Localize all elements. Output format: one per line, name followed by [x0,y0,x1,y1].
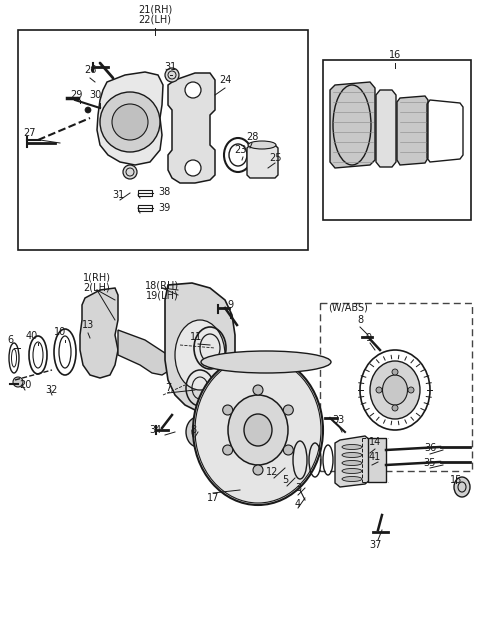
Text: 29: 29 [70,90,82,100]
Text: 28: 28 [246,132,258,142]
Text: 2(LH): 2(LH) [84,283,110,293]
Polygon shape [330,82,375,168]
Text: 17: 17 [207,493,219,503]
Ellipse shape [342,444,362,450]
Ellipse shape [342,468,362,473]
Circle shape [253,385,263,395]
Circle shape [185,82,201,98]
Text: 3: 3 [295,483,301,493]
Ellipse shape [342,460,362,465]
Text: 30: 30 [89,90,101,100]
Text: 26: 26 [84,65,96,75]
Polygon shape [247,145,278,178]
Text: 9: 9 [365,333,371,343]
Circle shape [223,405,233,415]
Circle shape [392,405,398,411]
Bar [320,303,472,471]
Text: 31: 31 [112,190,124,200]
Text: 40: 40 [26,331,38,341]
Text: 35: 35 [424,458,436,468]
Text: 4: 4 [295,499,301,509]
Text: 39: 39 [158,203,170,213]
Text: (W/ABS): (W/ABS) [328,303,368,313]
Circle shape [123,165,137,179]
Text: 14: 14 [369,437,381,447]
Circle shape [392,369,398,375]
Polygon shape [165,283,235,412]
Text: 25: 25 [269,153,281,163]
Text: 19(LH): 19(LH) [145,290,179,300]
Ellipse shape [193,355,323,505]
Text: 8: 8 [357,315,363,325]
Circle shape [185,160,201,176]
Text: 5: 5 [282,475,288,485]
Polygon shape [335,436,370,487]
Text: 23: 23 [234,145,246,155]
Circle shape [283,405,293,415]
Text: 6: 6 [7,335,13,345]
Text: 1(RH): 1(RH) [83,273,111,283]
Ellipse shape [383,375,408,405]
Ellipse shape [248,141,276,149]
Circle shape [283,445,293,455]
Polygon shape [168,73,215,183]
Text: 41: 41 [369,452,381,462]
Text: 8: 8 [190,425,196,435]
Polygon shape [118,330,172,375]
Text: 16: 16 [389,50,401,60]
Ellipse shape [201,351,331,373]
Ellipse shape [175,320,225,390]
Circle shape [112,104,148,140]
Bar [138,190,152,196]
Text: 15: 15 [450,475,462,485]
Ellipse shape [342,452,362,457]
Circle shape [85,107,91,113]
Text: 18(RH): 18(RH) [145,280,179,290]
Text: 9: 9 [227,300,233,310]
Text: 11: 11 [190,332,202,342]
Bar [323,60,471,220]
Text: 10: 10 [54,327,66,337]
Ellipse shape [228,395,288,465]
Text: 34: 34 [149,425,161,435]
Text: 20: 20 [19,380,31,390]
Circle shape [13,377,23,387]
Text: 13: 13 [82,320,94,330]
Text: 22(LH): 22(LH) [139,15,171,25]
Text: 21(RH): 21(RH) [138,5,172,15]
Polygon shape [80,288,118,378]
Polygon shape [397,96,428,165]
Ellipse shape [186,417,210,447]
Bar [138,205,152,211]
Text: 31: 31 [164,62,176,72]
Circle shape [165,68,179,82]
Circle shape [408,387,414,393]
Text: 7: 7 [165,383,171,393]
Text: 12: 12 [266,467,278,477]
Text: 24: 24 [219,75,231,85]
Text: 38: 38 [158,187,170,197]
Circle shape [223,445,233,455]
Ellipse shape [244,414,272,446]
Text: 33: 33 [332,415,344,425]
Polygon shape [97,72,163,165]
Circle shape [100,92,160,152]
Text: 37: 37 [369,540,381,550]
Polygon shape [376,90,396,167]
Ellipse shape [370,361,420,419]
Ellipse shape [454,477,470,497]
Bar [18,30,308,250]
Circle shape [376,387,382,393]
Text: 27: 27 [24,128,36,138]
Bar [368,438,386,482]
Text: 32: 32 [46,385,58,395]
Ellipse shape [342,476,362,481]
Circle shape [253,465,263,475]
Text: 36: 36 [424,443,436,453]
